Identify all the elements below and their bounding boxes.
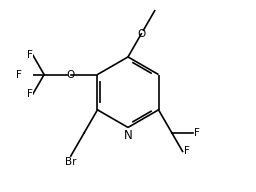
Text: N: N <box>124 129 132 142</box>
Text: F: F <box>184 146 189 156</box>
Text: O: O <box>67 70 75 79</box>
Text: F: F <box>27 89 33 99</box>
Text: F: F <box>27 50 33 60</box>
Text: F: F <box>16 70 22 79</box>
Text: O: O <box>137 29 145 39</box>
Text: F: F <box>194 128 200 138</box>
Text: Br: Br <box>65 157 77 167</box>
